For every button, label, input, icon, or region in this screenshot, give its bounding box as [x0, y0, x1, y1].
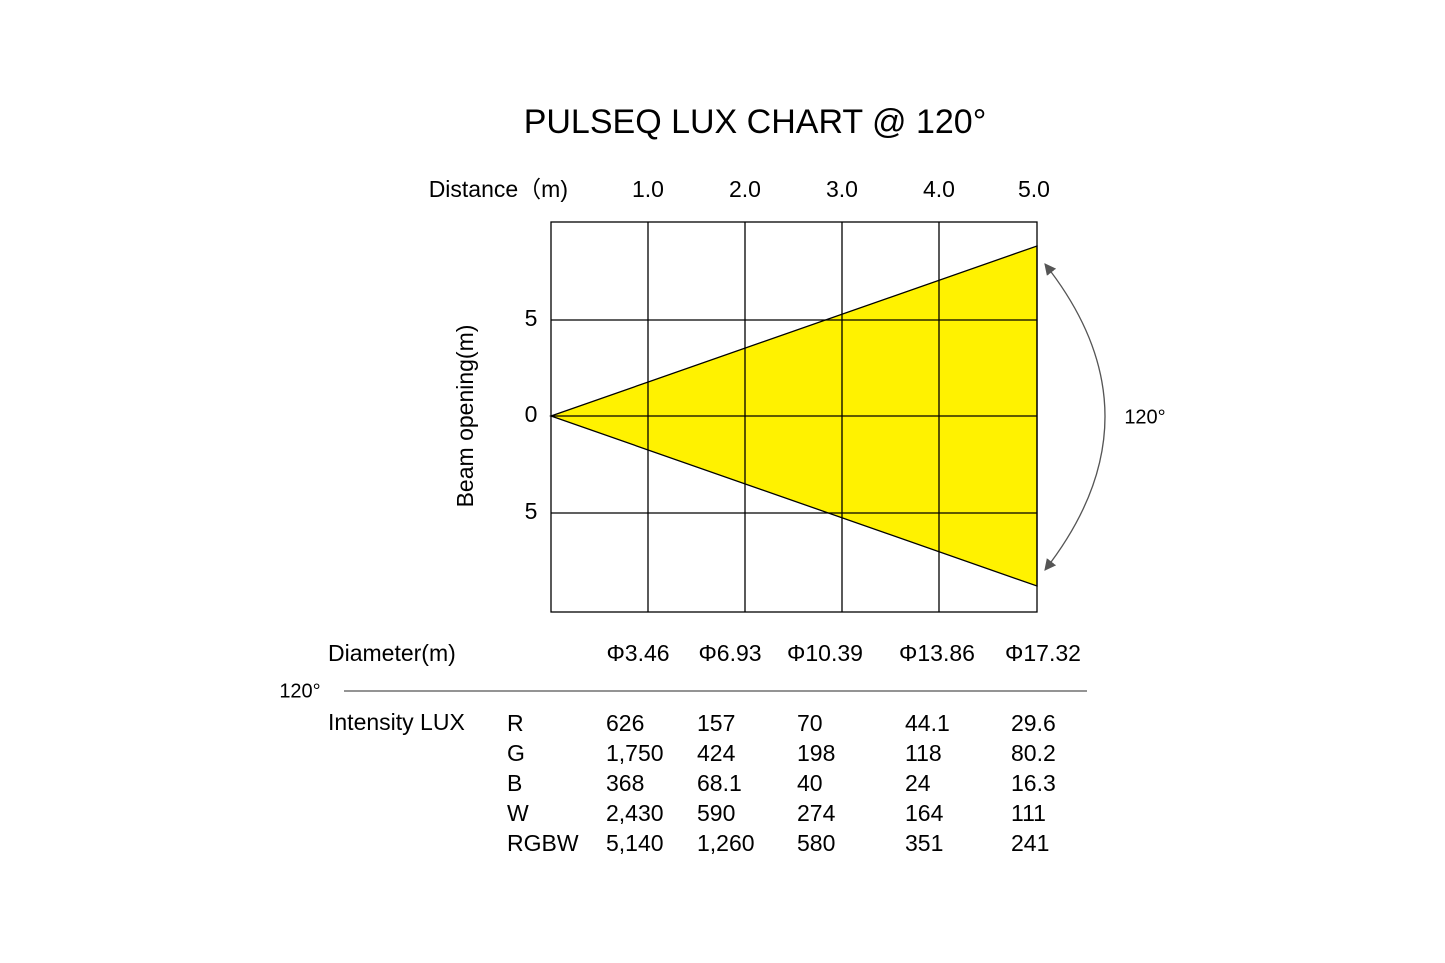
intensity-value: 626 [606, 710, 644, 736]
intensity-value: 368 [606, 770, 644, 796]
beam-label: Beam opening(m) [452, 325, 478, 508]
title: PULSEQ LUX CHART @ 120° [524, 103, 987, 141]
intensity-value: 44.1 [905, 710, 950, 736]
intensity-value: 274 [797, 800, 836, 826]
intensity-value: 111 [1011, 800, 1046, 826]
channel-label: RGBW [507, 830, 579, 856]
distance-tick: 2.0 [729, 176, 761, 202]
intensity-value: 580 [797, 830, 835, 856]
intensity-value: 29.6 [1011, 710, 1056, 736]
grid [550, 221, 1038, 613]
intensity-value: 80.2 [1011, 740, 1056, 766]
beam-angle: 120° [1124, 406, 1165, 428]
intensity-value: 424 [697, 740, 736, 766]
intensity-value: 198 [797, 740, 835, 766]
intensity-label: Intensity LUX [328, 709, 465, 735]
angle-arc [1044, 263, 1106, 571]
channel-label: R [507, 710, 524, 736]
diameter-value: Φ10.39 [787, 640, 863, 666]
diameter-value: Φ17.32 [1005, 640, 1081, 666]
channel-label: B [507, 770, 522, 796]
intensity-value: 16.3 [1011, 770, 1056, 796]
intensity-value: 40 [797, 770, 823, 796]
distance-tick: 5.0 [1018, 176, 1050, 202]
beam-tick: 0 [525, 401, 538, 427]
diameter-label: Diameter(m) [328, 640, 456, 666]
intensity-value: 5,140 [606, 830, 664, 856]
diameter-value: Φ6.93 [698, 640, 761, 666]
distance-tick: 3.0 [826, 176, 858, 202]
channel-label: W [507, 800, 529, 826]
channel-label: G [507, 740, 525, 766]
beam-tick: 5 [525, 498, 538, 524]
table-angle: 120° [279, 680, 320, 702]
intensity-value: 241 [1011, 830, 1049, 856]
intensity-value: 351 [905, 830, 943, 856]
distance-label: Distance（m) [429, 176, 568, 202]
intensity-value: 1,750 [606, 740, 664, 766]
beam-tick: 5 [525, 305, 538, 331]
distance-tick: 4.0 [923, 176, 955, 202]
intensity-value: 2,430 [606, 800, 664, 826]
distance-tick: 1.0 [632, 176, 664, 202]
intensity-value: 24 [905, 770, 931, 796]
intensity-value: 157 [697, 710, 735, 736]
intensity-value: 70 [797, 710, 823, 736]
diameter-value: Φ3.46 [606, 640, 669, 666]
intensity-value: 164 [905, 800, 944, 826]
intensity-value: 1,260 [697, 830, 755, 856]
intensity-value: 590 [697, 800, 735, 826]
diameter-value: Φ13.86 [899, 640, 975, 666]
intensity-value: 118 [905, 740, 942, 766]
intensity-value: 68.1 [697, 770, 742, 796]
